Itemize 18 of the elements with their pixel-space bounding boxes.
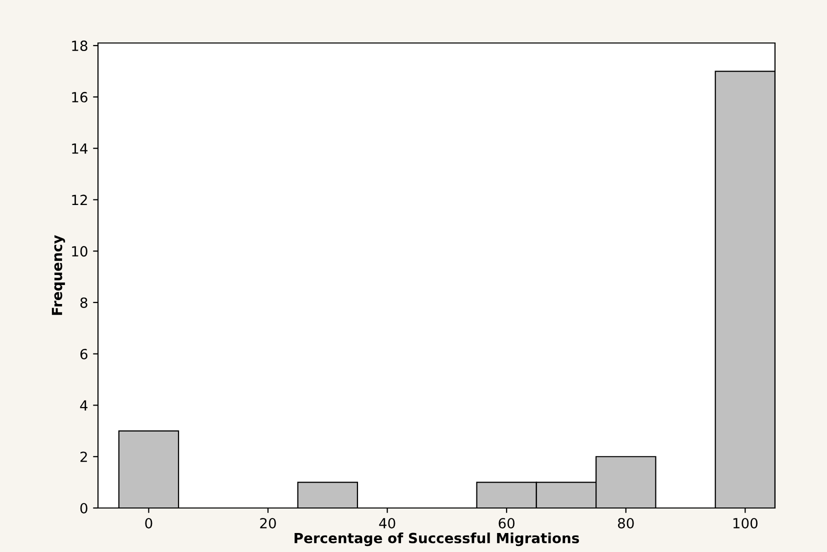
y-tick-label: 14 (72, 143, 88, 154)
y-tick-label: 4 (80, 400, 88, 411)
x-tick-label: 100 (733, 518, 758, 528)
x-axis-title: Percentage of Successful Migrations (294, 532, 579, 546)
y-tick-label: 12 (72, 194, 87, 205)
x-tick-label: 40 (379, 518, 396, 528)
x-tick-label: 20 (260, 518, 276, 528)
y-tick-label: 10 (72, 246, 88, 257)
y-tick-label: 0 (80, 502, 88, 514)
y-tick-label: 6 (80, 348, 88, 360)
y-axis-title: Frequency (52, 235, 66, 315)
y-tick-label: 18 (72, 40, 88, 52)
y-tick-label: 16 (72, 92, 88, 102)
x-tick-label: 60 (498, 518, 514, 528)
x-tick-label: 80 (618, 518, 634, 528)
y-tick-label: 8 (80, 297, 88, 308)
y-tick-label: 2 (80, 452, 87, 462)
x-tick-label: 0 (145, 518, 152, 528)
